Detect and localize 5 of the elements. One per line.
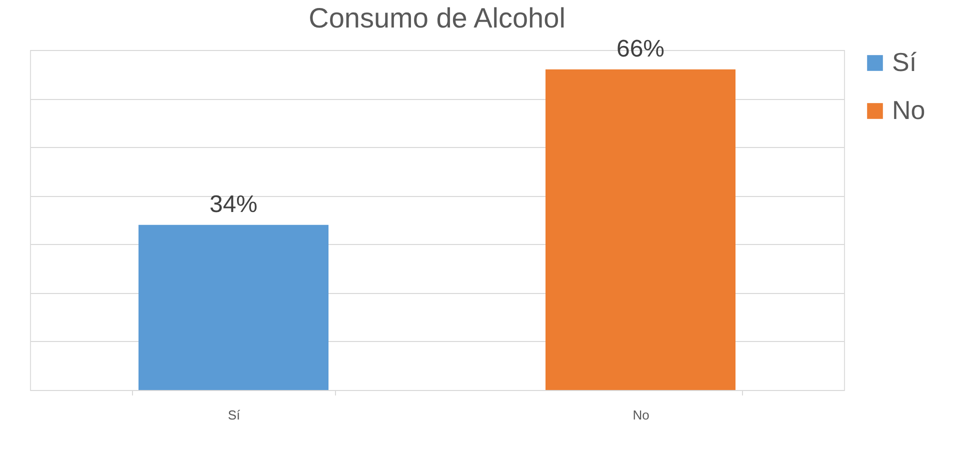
- chart-title: Consumo de Alcohol: [308, 2, 566, 34]
- data-label: 34%: [209, 190, 258, 218]
- legend-label: Sí: [892, 47, 918, 77]
- legend-label: No: [892, 95, 926, 125]
- data-label: 66%: [616, 35, 665, 62]
